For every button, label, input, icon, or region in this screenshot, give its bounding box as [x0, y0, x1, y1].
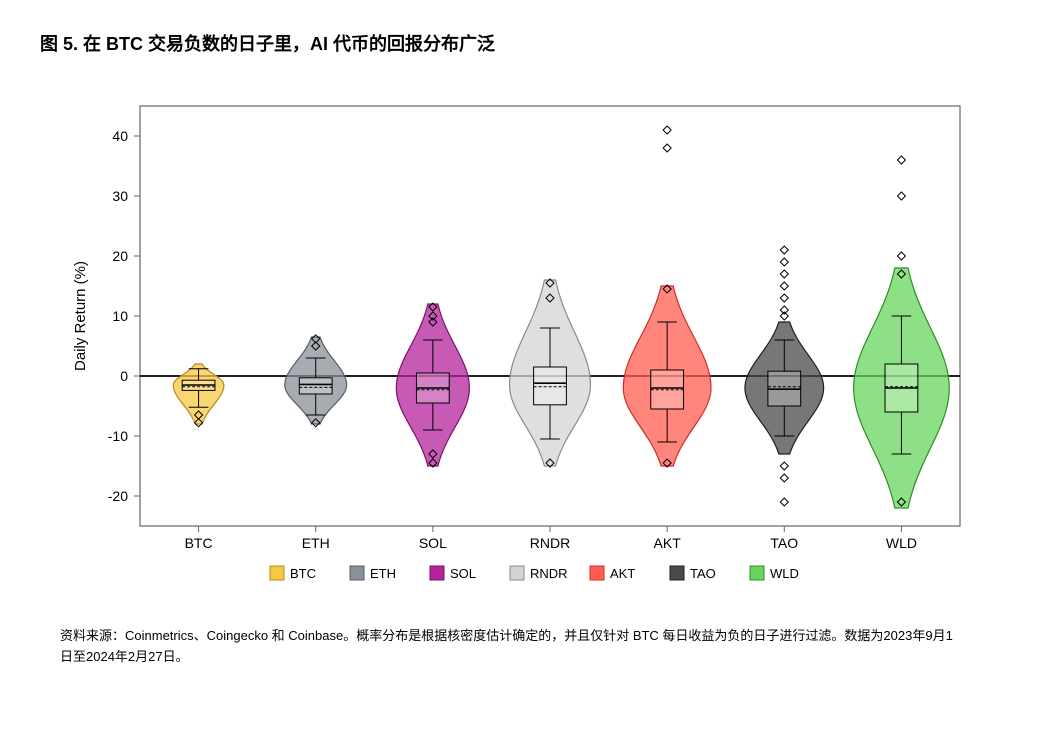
- svg-text:40: 40: [112, 128, 128, 144]
- svg-text:AKT: AKT: [654, 535, 682, 551]
- svg-text:RNDR: RNDR: [530, 535, 570, 551]
- svg-text:SOL: SOL: [450, 566, 476, 581]
- chart-title: 图 5. 在 BTC 交易负数的日子里，AI 代币的回报分布广泛: [40, 30, 1002, 56]
- svg-text:Daily Return (%): Daily Return (%): [72, 261, 89, 371]
- svg-text:ETH: ETH: [302, 535, 330, 551]
- chart-footnote: 资料来源：Coinmetrics、Coingecko 和 Coinbase。概率…: [60, 626, 960, 668]
- svg-text:TAO: TAO: [690, 566, 716, 581]
- svg-text:WLD: WLD: [770, 566, 799, 581]
- svg-text:ETH: ETH: [370, 566, 396, 581]
- svg-text:RNDR: RNDR: [530, 566, 568, 581]
- svg-text:BTC: BTC: [290, 566, 316, 581]
- svg-text:-10: -10: [108, 428, 128, 444]
- svg-text:-20: -20: [108, 488, 128, 504]
- svg-text:WLD: WLD: [886, 535, 917, 551]
- chart-container: -20 -10 0 10 20 30 40 Daily Return (%) BTC ETH SOL…: [60, 86, 980, 606]
- svg-text:BTC: BTC: [185, 535, 213, 551]
- svg-text:TAO: TAO: [770, 535, 798, 551]
- violin-chart-svg: -20 -10 0 10 20 30 40 Daily Return (%) BTC ETH SOL…: [60, 86, 980, 606]
- svg-text:0: 0: [120, 368, 128, 384]
- svg-text:SOL: SOL: [419, 535, 447, 551]
- svg-text:10: 10: [112, 308, 128, 324]
- svg-text:20: 20: [112, 248, 128, 264]
- svg-text:30: 30: [112, 188, 128, 204]
- svg-text:AKT: AKT: [610, 566, 635, 581]
